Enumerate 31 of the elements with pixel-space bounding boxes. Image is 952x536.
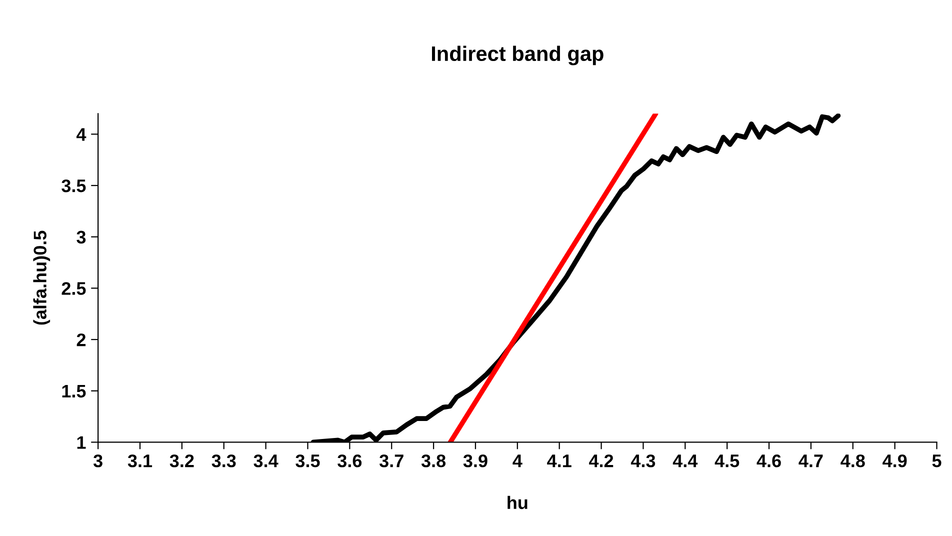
y-tick-label: 1 <box>77 436 86 449</box>
x-tick-label: 3.4 <box>254 454 278 468</box>
x-tick-label: 4.5 <box>714 454 740 468</box>
x-tick-label: 4.7 <box>798 454 823 468</box>
x-tick-label: 3.8 <box>421 454 446 468</box>
y-axis-title: (alfa.hu)0.5 <box>33 230 50 325</box>
x-tick-label: 4.1 <box>547 454 572 468</box>
x-tick-label: 4 <box>512 454 522 468</box>
x-tick-label: 3.6 <box>338 454 362 468</box>
x-tick-label: 5 <box>932 454 942 468</box>
x-tick-label: 4.4 <box>672 454 698 468</box>
y-tick-label: 2.5 <box>62 282 86 295</box>
y-tick-label: 2 <box>76 333 86 346</box>
x-axis-title: hu <box>508 496 528 510</box>
y-tick-label: 3.5 <box>62 179 86 192</box>
x-tick-label: 4.2 <box>589 454 614 468</box>
y-tick-label: 3 <box>76 230 86 244</box>
x-tick-label: 4.6 <box>756 454 781 468</box>
x-tick-label: 3.5 <box>296 454 320 468</box>
x-tick-label: 3.3 <box>212 454 236 468</box>
y-tick-label: 4 <box>76 128 86 141</box>
chart-title: Indirect band gap <box>432 46 604 66</box>
y-tick-label: 1.5 <box>62 384 86 398</box>
x-tick-label: 3 <box>93 454 102 468</box>
x-tick-label: 3.2 <box>170 454 194 468</box>
x-tick-label: 3.7 <box>379 454 404 468</box>
x-tick-label: 3.9 <box>463 454 488 468</box>
x-tick-label: 4.9 <box>882 454 907 468</box>
x-tick-label: 4.3 <box>630 454 656 468</box>
x-tick-label: 4.8 <box>840 454 865 468</box>
x-tick-label: 3.1 <box>128 454 152 468</box>
